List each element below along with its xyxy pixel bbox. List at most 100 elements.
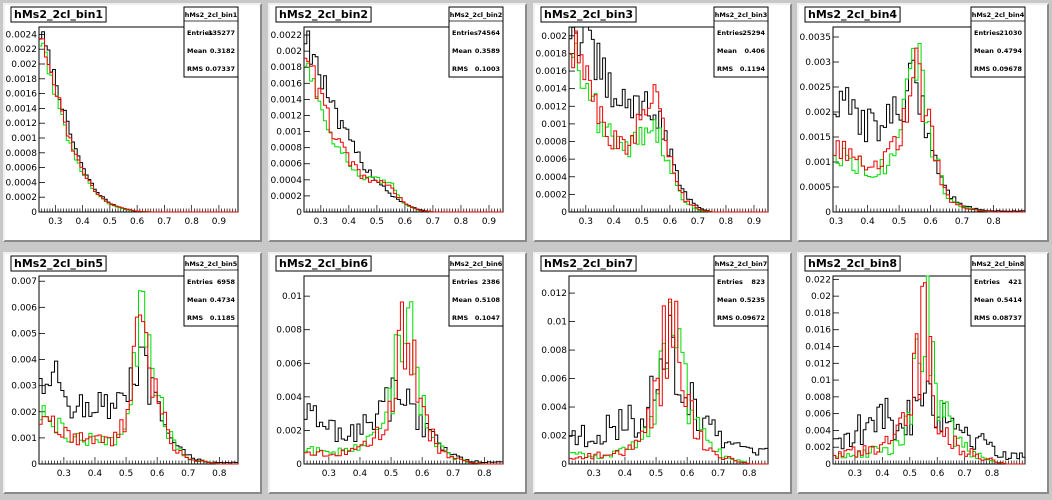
y-tick-label: 0.002: [805, 443, 831, 453]
y-tick-label: 0.0012: [6, 119, 38, 129]
histogram-svg: 0 0.001 0.002 0.003 0.004 0.005 0.006 0.007 0.3 0…: [10, 255, 239, 479]
x-tick-label: 0.7: [181, 469, 195, 479]
y-tick-label: 0.0018: [536, 49, 568, 59]
histogram-svg: 0 0.002 0.004 0.006 0.008 0.01 0.012 0.014 0.016…: [804, 255, 1026, 479]
x-tick-label: 0.4: [607, 217, 622, 227]
stats-value: 421: [1008, 278, 1022, 286]
stats-box: [183, 255, 239, 327]
title-box: [804, 6, 901, 23]
x-tick-label: 0.3: [57, 469, 71, 479]
series-line: [39, 314, 238, 465]
series-line: [833, 47, 1025, 213]
y-tick-label: 0.002: [276, 47, 302, 57]
x-tick-label: 0.3: [587, 469, 601, 479]
stats-value: 0.5235: [740, 296, 766, 304]
x-tick-label: 0.7: [446, 469, 460, 479]
stats-value: 0.1185: [210, 314, 236, 322]
stats-value: 0.1194: [740, 65, 766, 73]
y-tick-label: 0.0016: [536, 67, 568, 77]
stats-value: 823: [751, 278, 765, 286]
x-tick-label: 0.7: [426, 217, 440, 227]
stats-label: RMS: [452, 314, 468, 322]
y-tick-label: 0.007: [11, 277, 37, 287]
x-tick-label: 0.7: [955, 217, 969, 227]
y-tick-label: 0.004: [541, 403, 567, 413]
x-tick-label: 0.3: [848, 469, 862, 479]
stats-label: Mean: [187, 47, 207, 55]
histogram-title: hMs2_2cl_bin8: [808, 257, 897, 270]
stats-label: Entries: [187, 278, 213, 286]
histogram-title: hMs2_2cl_bin7: [544, 257, 633, 270]
stats-box: [970, 255, 1026, 327]
title-box: [10, 255, 107, 272]
y-tick-label: 0.0008: [6, 149, 38, 159]
stats-label: RMS: [187, 65, 203, 73]
stats-label: Entries: [452, 29, 478, 37]
stats-label: Mean: [974, 296, 994, 304]
stats-name: hMs2_2cl_bin4: [972, 11, 1025, 19]
y-tick-label: 0.0014: [6, 104, 38, 114]
y-tick-label: 0.0024: [6, 30, 38, 40]
x-tick-label: 0.8: [986, 217, 1001, 227]
pad-bin8: 0 0.002 0.004 0.006 0.008 0.01 0.012 0.014 0.016…: [797, 252, 1049, 494]
series-line: [833, 282, 1025, 465]
stats-label: Mean: [187, 296, 207, 304]
x-tick-label: 0.9: [482, 217, 497, 227]
y-tick-label: 0.0012: [536, 102, 568, 112]
pad-bin6: 0 0.002 0.004 0.006 0.008 0.01 0.3 0.4 0.5 0.6 0.7…: [268, 252, 527, 494]
y-tick-label: 0.001: [11, 434, 37, 444]
y-tick-label: 0: [825, 460, 831, 470]
x-tick-label: 0.3: [48, 217, 62, 227]
y-tick-label: 0.003: [805, 58, 831, 68]
histogram-title: hMs2_2cl_bin1: [14, 8, 103, 21]
y-tick-label: 0.0008: [271, 144, 303, 154]
histogram-svg: 0 0.0002 0.0004 0.0006 0.0008 0.001 0.0012 0.00…: [536, 6, 769, 227]
y-tick-label: 0.0014: [536, 85, 568, 95]
stats-label: Mean: [452, 296, 472, 304]
y-tick-label: 0.0035: [800, 33, 832, 43]
y-tick-label: 0.0014: [271, 95, 303, 105]
stats-label: Entries: [717, 29, 743, 37]
y-tick-label: 0: [825, 208, 831, 218]
y-tick-label: 0.0006: [271, 160, 303, 170]
x-tick-label: 0.4: [88, 469, 103, 479]
series-line: [833, 380, 1025, 460]
y-tick-label: 0.008: [805, 393, 831, 403]
title-box: [275, 255, 372, 272]
y-tick-label: 0: [31, 460, 37, 470]
x-tick-label: 0.6: [150, 469, 165, 479]
stats-label: RMS: [452, 65, 468, 73]
x-tick-label: 0.8: [454, 217, 469, 227]
x-tick-label: 0.6: [130, 217, 145, 227]
x-tick-label: 0.4: [618, 469, 633, 479]
series-line: [39, 38, 238, 213]
histogram-svg: 0 0.0002 0.0004 0.0006 0.0008 0.001 0.0012 0.00…: [6, 6, 239, 227]
y-tick-label: 0.0002: [6, 193, 38, 203]
y-tick-label: 0.01: [547, 318, 567, 328]
stats-name: hMs2_2cl_bin8: [972, 260, 1025, 268]
x-tick-label: 0.6: [398, 217, 413, 227]
pad-bin7: 0 0.002 0.004 0.006 0.008 0.01 0.012 0.3 0.4 0.5 0…: [533, 252, 792, 494]
x-tick-label: 0.6: [680, 469, 695, 479]
y-tick-label: 0: [296, 208, 302, 218]
y-tick-label: 0.01: [282, 292, 302, 302]
stats-value: 0.09672: [735, 314, 765, 322]
pad-bin4: 0 0.0005 0.001 0.0015 0.002 0.0025 0.003 0.0035…: [797, 3, 1049, 242]
x-tick-label: 0.8: [985, 469, 1000, 479]
stats-value: 0.406: [744, 47, 765, 55]
y-tick-label: 0: [561, 208, 567, 218]
stats-label: Entries: [452, 278, 478, 286]
y-tick-label: 0.0004: [536, 173, 568, 183]
stats-value: 0.3182: [210, 47, 235, 55]
x-tick-label: 0.9: [747, 217, 762, 227]
y-tick-label: 0.0002: [536, 190, 568, 200]
stats-label: Entries: [974, 29, 1000, 37]
y-tick-label: 0.006: [11, 303, 37, 313]
stats-label: Entries: [187, 29, 213, 37]
stats-value: 0.3589: [475, 47, 501, 55]
title-box: [804, 255, 901, 272]
stats-label: RMS: [974, 65, 990, 73]
title-box: [275, 6, 372, 23]
stats-label: RMS: [717, 314, 733, 322]
y-tick-label: 0: [296, 460, 302, 470]
